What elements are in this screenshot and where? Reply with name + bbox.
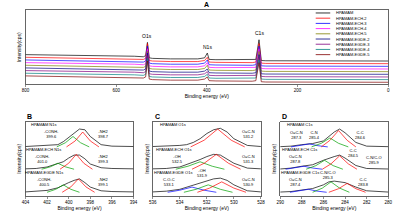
svg-text:Binding energy (eV): Binding energy (eV) <box>185 205 230 211</box>
svg-text:C1s: C1s <box>255 30 264 36</box>
svg-text:-NH2398.7: -NH2398.7 <box>98 129 109 139</box>
svg-text:C-N/C-O285.9: C-N/C-O285.9 <box>366 155 382 165</box>
svg-text:HPAMAM-EGDE-5: HPAMAM-EGDE-5 <box>336 52 370 57</box>
svg-text:HPAMAM-ECH O1s: HPAMAM-ECH O1s <box>156 147 191 152</box>
svg-text:HPAMAM-EGDE-3: HPAMAM-EGDE-3 <box>336 42 370 47</box>
svg-text:286: 286 <box>320 200 328 205</box>
svg-text:532: 532 <box>203 200 211 205</box>
svg-text:HPAMAM N1s: HPAMAM N1s <box>31 122 56 127</box>
svg-text:C: C <box>155 113 160 120</box>
svg-text:400: 400 <box>65 200 73 205</box>
svg-text:282: 282 <box>363 200 371 205</box>
svg-text:280: 280 <box>385 200 393 205</box>
svg-text:-NH2399.1: -NH2399.1 <box>98 177 109 187</box>
svg-text:O=C-N287.3: O=C-N287.3 <box>290 130 303 140</box>
svg-text:C-C284.6: C-C284.6 <box>355 130 366 140</box>
svg-text:Intensity(cps): Intensity(cps) <box>271 144 277 174</box>
svg-text:O=C-N287.8: O=C-N287.8 <box>289 154 302 164</box>
svg-text:404: 404 <box>22 200 30 205</box>
svg-text:-CONH-401.0: -CONH-401.0 <box>35 154 50 164</box>
svg-text:A: A <box>204 1 209 8</box>
svg-text:HPAMAM-EGDE-2: HPAMAM-EGDE-2 <box>336 37 370 42</box>
svg-text:HPAMAM-ECH N1s: HPAMAM-ECH N1s <box>26 147 61 152</box>
svg-text:HPAMAM-ECH-5: HPAMAM-ECH-5 <box>336 31 367 36</box>
svg-text:290: 290 <box>276 200 284 205</box>
svg-text:-CONH-399.6: -CONH-399.6 <box>44 129 59 139</box>
svg-text:N1s: N1s <box>203 44 212 50</box>
svg-text:200: 200 <box>294 88 302 93</box>
svg-text:Intensity(cps): Intensity(cps) <box>16 144 22 174</box>
svg-text:396: 396 <box>108 200 116 205</box>
svg-text:Binding energy (eV): Binding energy (eV) <box>57 205 102 211</box>
svg-text:600: 600 <box>112 88 120 93</box>
svg-text:HPAMAM-EGDE O1s: HPAMAM-EGDE O1s <box>154 170 192 175</box>
svg-text:HPAMAM: HPAMAM <box>336 10 353 15</box>
svg-text:HPAMAM-ECH-2: HPAMAM-ECH-2 <box>336 16 367 21</box>
svg-text:400: 400 <box>203 88 211 93</box>
svg-text:0: 0 <box>387 88 390 93</box>
svg-text:394: 394 <box>130 200 138 205</box>
svg-text:HPAMAM-EGDE-4: HPAMAM-EGDE-4 <box>336 47 370 52</box>
svg-text:B: B <box>27 113 32 120</box>
svg-text:HPAMAM-ECH-4: HPAMAM-ECH-4 <box>336 26 367 31</box>
svg-text:O=C-N530.9: O=C-N530.9 <box>242 177 255 187</box>
svg-text:D: D <box>282 113 287 120</box>
svg-text:-CONH-400.5: -CONH-400.5 <box>37 177 52 187</box>
svg-text:O=C-N287.4: O=C-N287.4 <box>289 177 302 187</box>
svg-text:HPAMAM O1s: HPAMAM O1s <box>160 122 186 127</box>
svg-text:HPAMAM-ECH-3: HPAMAM-ECH-3 <box>336 21 367 26</box>
svg-text:284: 284 <box>341 200 349 205</box>
svg-text:HPAMAM C1s: HPAMAM C1s <box>287 122 312 127</box>
svg-text:HPAMAM-EGDE C1s: HPAMAM-EGDE C1s <box>281 170 319 175</box>
svg-text:C-O-C533.1: C-O-C533.1 <box>163 177 175 187</box>
svg-text:HPAMAM-EGDE N1s: HPAMAM-EGDE N1s <box>25 170 63 175</box>
svg-text:288: 288 <box>298 200 306 205</box>
svg-text:534: 534 <box>176 200 184 205</box>
svg-text:HPAMAM-ECH C1s: HPAMAM-ECH C1s <box>282 147 317 152</box>
svg-text:402: 402 <box>43 200 51 205</box>
svg-text:Intensity(cps): Intensity(cps) <box>16 32 22 62</box>
svg-text:O=C-N531.2: O=C-N531.2 <box>242 129 255 139</box>
svg-text:O1s: O1s <box>142 33 152 39</box>
svg-text:-OH532.5: -OH532.5 <box>172 154 183 164</box>
svg-text:C-C283.8: C-C283.8 <box>358 177 369 187</box>
svg-text:800: 800 <box>22 88 30 93</box>
svg-text:530: 530 <box>230 200 238 205</box>
svg-text:536: 536 <box>149 200 157 205</box>
svg-text:528: 528 <box>257 200 265 205</box>
svg-text:Binding energy (eV): Binding energy (eV) <box>185 93 230 99</box>
svg-text:-NH2399.3: -NH2399.3 <box>98 154 109 164</box>
svg-text:C-N/C-O285.3: C-N/C-O285.3 <box>320 170 336 180</box>
svg-text:C-C284.5: C-C284.5 <box>348 148 359 158</box>
svg-text:Binding energy (eV): Binding energy (eV) <box>312 205 357 211</box>
svg-text:-OH531.9: -OH531.9 <box>197 168 208 178</box>
svg-text:C-N285.4: C-N285.4 <box>309 130 320 140</box>
svg-text:Intensity(cps): Intensity(cps) <box>144 144 150 174</box>
svg-text:398: 398 <box>87 200 95 205</box>
svg-text:O=C-N531.3: O=C-N531.3 <box>242 154 255 164</box>
